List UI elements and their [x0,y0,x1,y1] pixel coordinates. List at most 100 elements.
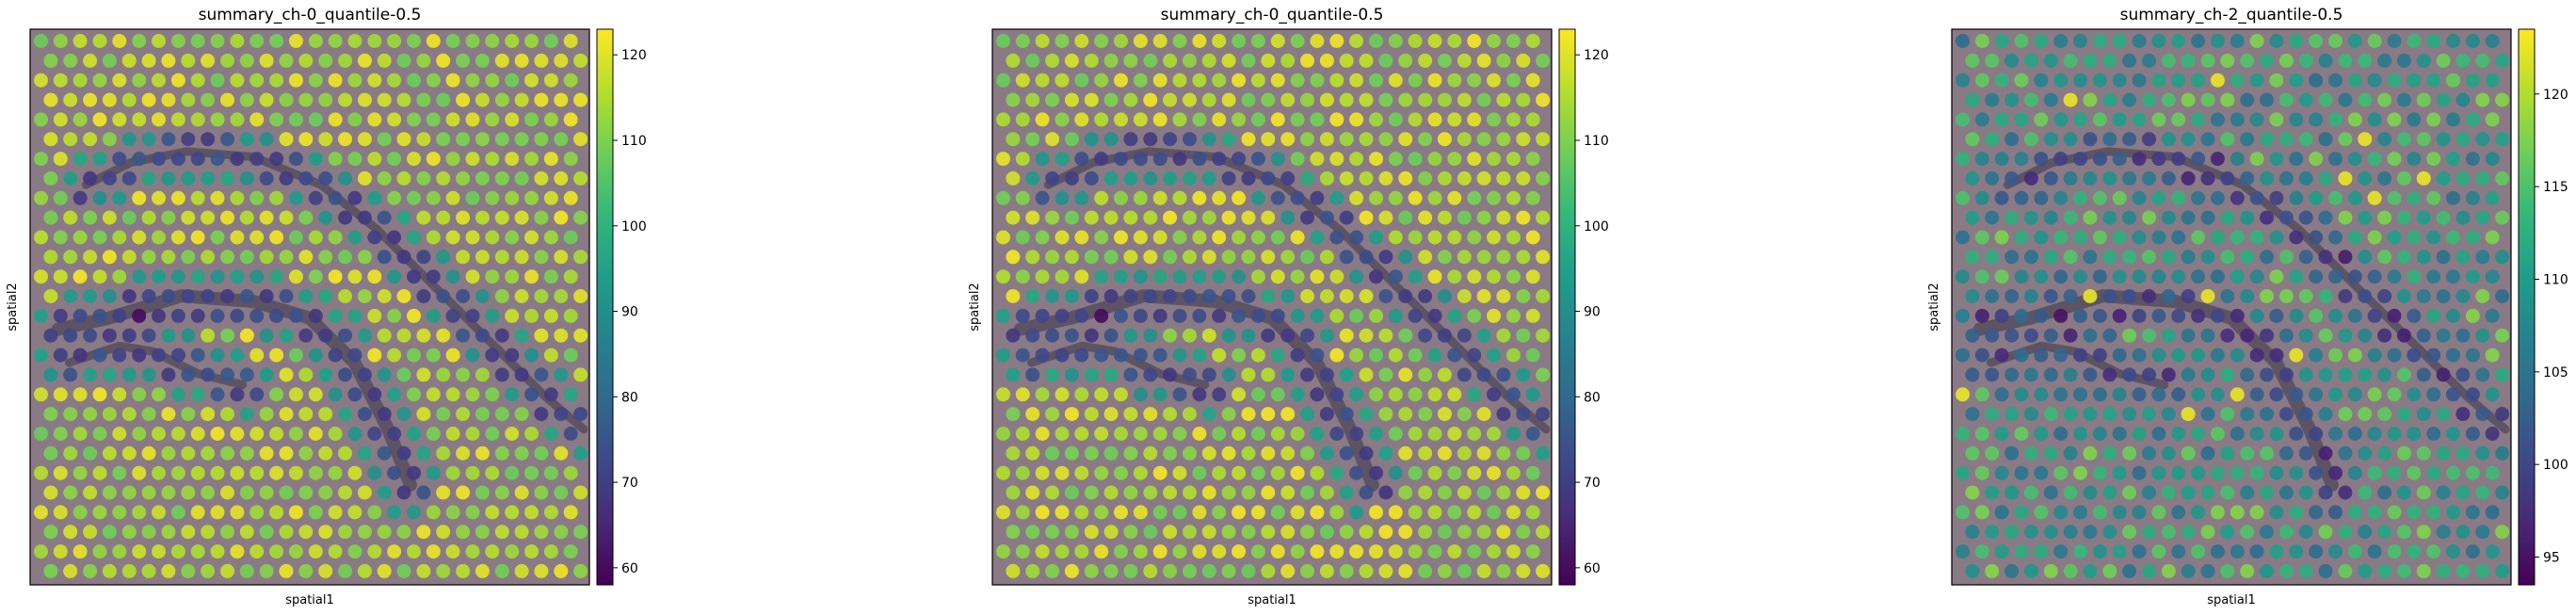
data-spot [269,348,284,363]
data-spot [288,308,303,323]
data-spot [1232,387,1247,402]
data-spot [2455,485,2471,500]
data-spot [141,485,156,500]
data-spot [170,230,185,245]
data-spot [1487,387,1501,402]
data-spot [181,367,196,382]
data-spot [2269,427,2284,441]
data-spot [2171,34,2186,48]
data-spot [2034,348,2049,363]
data-spot [1974,230,1989,245]
data-spot [1133,112,1148,127]
data-spot [1525,34,1540,48]
data-spot [2465,387,2480,402]
data-spot [201,250,216,265]
data-spot [387,230,402,245]
data-spot [2161,563,2176,578]
data-spot [220,53,234,68]
data-spot [2396,563,2411,578]
data-spot [543,308,558,323]
data-spot [2112,112,2127,127]
data-spot [2122,289,2137,303]
data-spot [338,92,352,107]
data-spot [161,53,176,68]
data-spot [2407,152,2422,167]
data-spot [1270,427,1285,441]
data-spot [2328,505,2343,520]
data-spot [2475,407,2490,422]
data-spot [505,308,520,323]
data-spot [1408,427,1423,441]
data-spot [201,407,216,422]
data-spot [2220,525,2235,540]
data-spot [1201,485,1216,500]
data-spot [53,190,68,205]
data-spot [2495,367,2510,382]
data-spot [298,485,314,500]
data-spot [1447,505,1462,520]
data-spot [524,73,539,88]
data-spot [269,269,284,284]
data-spot [1536,445,1551,461]
data-spot [2112,387,2127,402]
data-spot [161,289,176,303]
data-spot [2102,563,2117,578]
data-spot [318,563,333,578]
data-spot [2289,387,2304,402]
data-spot [1467,73,1482,88]
data-spot [2240,445,2255,461]
data-spot [543,230,558,245]
data-spot [1349,348,1364,363]
data-spot [2377,328,2392,343]
data-spot [2063,563,2078,578]
data-spot [298,210,314,225]
data-spot [102,210,117,225]
data-spot [1025,525,1040,540]
data-spot [1516,485,1531,500]
data-spot [1388,112,1403,127]
data-spot [121,525,137,540]
data-spot [357,250,372,265]
data-spot [1270,465,1285,480]
data-spot [141,407,156,422]
data-spot [2063,367,2078,382]
data-spot [1476,53,1491,68]
data-spot [53,308,68,323]
data-spot [505,544,520,559]
data-spot [2436,485,2451,500]
data-spot [1143,250,1158,265]
data-spot [220,250,234,265]
data-spot [2034,465,2049,480]
data-spot [279,485,294,500]
panel-2: summary_ch-2_quantile-0.5 spatial1 spati… [1927,6,2568,607]
data-spot [2465,427,2480,441]
data-spot [505,387,520,402]
data-spot [357,367,372,382]
data-spot [1212,505,1227,520]
data-spot [465,465,480,480]
data-spot [2347,348,2362,363]
data-spot [1103,210,1119,225]
data-spot [1064,132,1079,147]
data-spot [465,427,480,441]
data-spot [1994,34,2009,48]
data-spot [1192,308,1207,323]
data-spot [2083,53,2098,68]
data-spot [456,92,471,107]
data-spot [2495,525,2510,540]
data-spot [250,73,265,88]
data-spot [1280,53,1296,68]
data-spot [1359,328,1374,343]
data-spot [1965,328,1980,343]
data-spot [1447,73,1462,88]
data-spot [92,230,107,245]
data-spot [524,505,539,520]
data-spot [2240,563,2255,578]
data-spot [2318,485,2333,500]
data-spot [34,387,48,402]
data-spot [1143,407,1158,422]
data-spot [505,112,520,127]
data-spot [1114,112,1128,127]
data-spot [318,132,333,147]
data-spot [2230,269,2245,284]
